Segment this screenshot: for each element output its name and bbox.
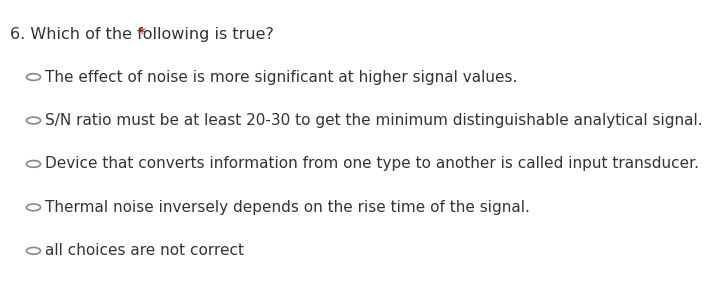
Text: Device that converts information from one type to another is called input transd: Device that converts information from on… — [45, 156, 699, 171]
Text: The effect of noise is more significant at higher signal values.: The effect of noise is more significant … — [45, 70, 518, 85]
Text: *: * — [133, 27, 146, 42]
Text: all choices are not correct: all choices are not correct — [45, 243, 244, 258]
Text: 6. Which of the following is true?: 6. Which of the following is true? — [10, 27, 274, 42]
Text: S/N ratio must be at least 20-30 to get the minimum distinguishable analytical s: S/N ratio must be at least 20-30 to get … — [45, 113, 703, 128]
Text: Thermal noise inversely depends on the rise time of the signal.: Thermal noise inversely depends on the r… — [45, 200, 530, 215]
